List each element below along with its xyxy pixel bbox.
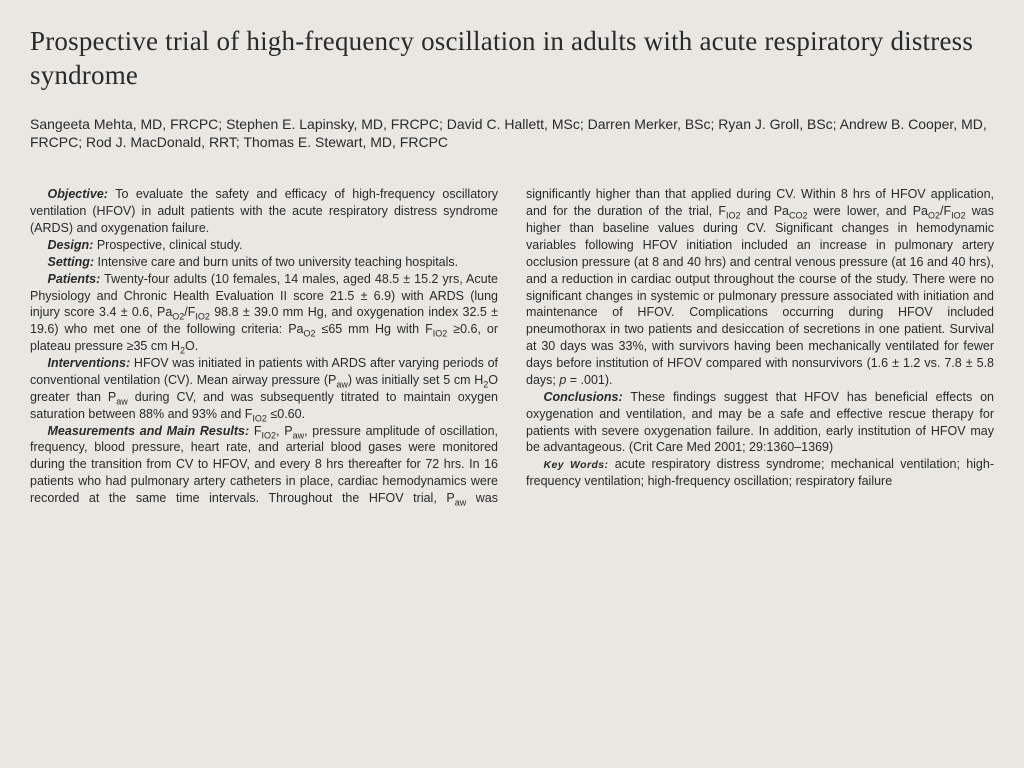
text-patients: Twenty-four adults (10 females, 14 males… — [30, 272, 498, 354]
abstract-setting: Setting: Intensive care and burn units o… — [30, 254, 498, 271]
label-keywords: Key Words: — [544, 459, 609, 471]
paper-title: Prospective trial of high-frequency osci… — [30, 25, 994, 93]
abstract-keywords: Key Words: acute respiratory distress sy… — [526, 456, 994, 490]
label-measurements: Measurements and Main Results: — [48, 424, 250, 438]
abstract-objective: Objective: To evaluate the safety and ef… — [30, 186, 498, 237]
text-design: Prospective, clinical study. — [97, 238, 243, 252]
abstract-patients: Patients: Twenty-four adults (10 females… — [30, 271, 498, 355]
abstract-design: Design: Prospective, clinical study. — [30, 237, 498, 254]
label-setting: Setting: — [48, 255, 95, 269]
label-objective: Objective: — [48, 187, 108, 201]
text-setting: Intensive care and burn units of two uni… — [98, 255, 459, 269]
label-patients: Patients: — [48, 272, 101, 286]
abstract-interventions: Interventions: HFOV was initiated in pat… — [30, 355, 498, 423]
abstract-conclusions: Conclusions: These findings suggest that… — [526, 389, 994, 457]
authors-list: Sangeeta Mehta, MD, FRCPC; Stephen E. La… — [30, 115, 994, 153]
abstract-body: Objective: To evaluate the safety and ef… — [30, 186, 994, 507]
label-conclusions: Conclusions: — [544, 390, 623, 404]
label-design: Design: — [48, 238, 94, 252]
label-interventions: Interventions: — [48, 356, 131, 370]
